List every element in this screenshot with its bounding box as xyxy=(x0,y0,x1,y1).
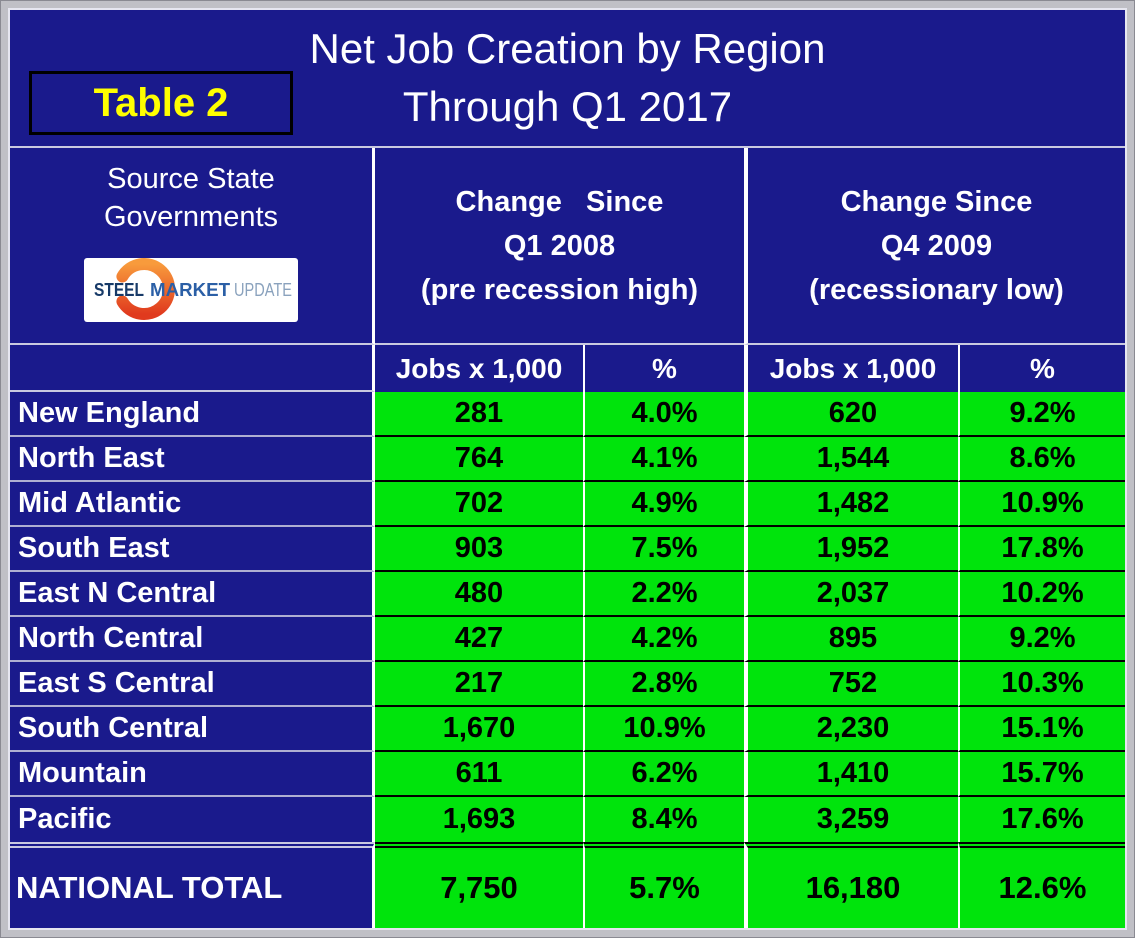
value-cell: 281 xyxy=(375,392,583,437)
region-cell: East S Central xyxy=(10,662,375,707)
region-cell: South East xyxy=(10,527,375,572)
subheader-pct-1: % xyxy=(583,345,744,392)
value-cell: 903 xyxy=(375,527,583,572)
value-cell: 8.6% xyxy=(958,437,1125,482)
value-cell: 764 xyxy=(375,437,583,482)
title-line-1: Net Job Creation by Region xyxy=(309,25,826,72)
title-line-2: Through Q1 2017 xyxy=(402,83,733,130)
value-cell: 1,693 xyxy=(375,797,583,842)
title-section: Net Job Creation by Region Through Q1 20… xyxy=(10,10,1125,148)
value-cell: 4.9% xyxy=(583,482,744,527)
slide-table: Net Job Creation by Region Through Q1 20… xyxy=(8,8,1127,930)
value-cell: 480 xyxy=(375,572,583,617)
subheader-jobs-1: Jobs x 1,000 xyxy=(375,345,583,392)
value-cell: 4.2% xyxy=(583,617,744,662)
national-total-label-cell: NATIONAL TOTAL xyxy=(10,842,375,928)
value-cell: 752 xyxy=(744,662,958,707)
value-cell: 1,482 xyxy=(744,482,958,527)
value-cell: 10.9% xyxy=(583,707,744,752)
value-cell: 1,410 xyxy=(744,752,958,797)
column-group-q1-2008: Change Since Q1 2008 (pre recession high… xyxy=(375,148,744,345)
subheader-blank-cell xyxy=(10,345,375,392)
value-cell: 427 xyxy=(375,617,583,662)
value-cell: 2.8% xyxy=(583,662,744,707)
value-cell: 15.7% xyxy=(958,752,1125,797)
national-total-value-cell: 16,180 xyxy=(744,842,958,928)
value-cell: 895 xyxy=(744,617,958,662)
value-cell: 9.2% xyxy=(958,617,1125,662)
value-cell: 2,037 xyxy=(744,572,958,617)
logo-word-market: MARKET xyxy=(150,280,230,300)
subheader-jobs-2: Jobs x 1,000 xyxy=(744,345,958,392)
value-cell: 6.2% xyxy=(583,752,744,797)
national-total-value-cell: 7,750 xyxy=(375,842,583,928)
value-cell: 15.1% xyxy=(958,707,1125,752)
value-cell: 10.9% xyxy=(958,482,1125,527)
steel-market-update-logo: STEEL MARKET UPDATE xyxy=(84,258,298,327)
region-cell: Pacific xyxy=(10,797,375,842)
value-cell: 17.8% xyxy=(958,527,1125,572)
value-cell: 10.3% xyxy=(958,662,1125,707)
region-cell: New England xyxy=(10,392,375,437)
value-cell: 1,544 xyxy=(744,437,958,482)
source-header-cell: Source State Governments STEEL MARKET xyxy=(10,148,375,345)
table-number-badge: Table 2 xyxy=(29,71,293,135)
data-grid: Source State Governments STEEL MARKET xyxy=(10,148,1125,928)
region-cell: North Central xyxy=(10,617,375,662)
value-cell: 7.5% xyxy=(583,527,744,572)
value-cell: 217 xyxy=(375,662,583,707)
value-cell: 8.4% xyxy=(583,797,744,842)
logo-graphic: STEEL MARKET UPDATE xyxy=(84,258,298,322)
subheader-pct-2: % xyxy=(958,345,1125,392)
national-total-value-cell: 12.6% xyxy=(958,842,1125,928)
region-cell: East N Central xyxy=(10,572,375,617)
value-cell: 4.1% xyxy=(583,437,744,482)
logo-crescent-icon xyxy=(116,258,176,320)
region-cell: North East xyxy=(10,437,375,482)
value-cell: 9.2% xyxy=(958,392,1125,437)
value-cell: 1,952 xyxy=(744,527,958,572)
value-cell: 4.0% xyxy=(583,392,744,437)
value-cell: 2.2% xyxy=(583,572,744,617)
value-cell: 10.2% xyxy=(958,572,1125,617)
region-cell: South Central xyxy=(10,707,375,752)
source-label: Source State Governments xyxy=(103,163,279,233)
region-cell: Mid Atlantic xyxy=(10,482,375,527)
logo-word-steel: STEEL xyxy=(94,280,144,300)
value-cell: 702 xyxy=(375,482,583,527)
value-cell: 620 xyxy=(744,392,958,437)
value-cell: 17.6% xyxy=(958,797,1125,842)
region-cell: Mountain xyxy=(10,752,375,797)
value-cell: 2,230 xyxy=(744,707,958,752)
logo-word-update: UPDATE xyxy=(234,280,292,300)
slide-title: Net Job Creation by Region Through Q1 20… xyxy=(10,20,1125,136)
column-group-q4-2009: Change Since Q4 2009 (recessionary low) xyxy=(744,148,1125,345)
national-total-value-cell: 5.7% xyxy=(583,842,744,928)
value-cell: 1,670 xyxy=(375,707,583,752)
value-cell: 3,259 xyxy=(744,797,958,842)
value-cell: 611 xyxy=(375,752,583,797)
